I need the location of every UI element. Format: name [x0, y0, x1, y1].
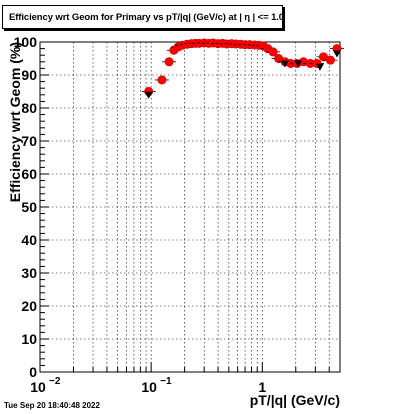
axis-ticks [39, 41, 341, 373]
x-tick-exponent: −2 [49, 376, 61, 387]
y-tick-label: 0 [29, 364, 37, 380]
timestamp-footer: Tue Sep 20 18:40:48 2022 [4, 401, 100, 410]
y-tick-label: 40 [21, 232, 37, 248]
y-tick-label: 60 [21, 166, 37, 182]
data-point [164, 57, 174, 67]
x-axis-label: pT/|q| (GeV/c) [250, 392, 340, 408]
y-tick-label: 30 [21, 265, 37, 281]
data-point [157, 75, 167, 85]
y-tick-label: 100 [14, 34, 38, 50]
grid [40, 42, 341, 372]
y-axis-label: Efficiency wrt Geom (%) [7, 42, 23, 202]
reference-point [280, 60, 289, 68]
data-markers [141, 38, 345, 99]
reference-point [294, 60, 303, 68]
y-tick-label: 80 [21, 100, 37, 116]
chart-title: Efficiency wrt Geom for Primary vs pT/|q… [9, 12, 284, 23]
x-tick-label: 10 [141, 379, 157, 395]
y-tick-label: 20 [21, 298, 37, 314]
reference-point [333, 50, 342, 58]
x-tick-exponent: −1 [160, 376, 172, 387]
y-tick-label: 90 [21, 67, 37, 83]
y-tick-label: 70 [21, 133, 37, 149]
y-tick-label: 10 [21, 331, 37, 347]
data-point [268, 47, 278, 57]
data-point [325, 55, 335, 65]
reference-point [144, 91, 153, 99]
reference-point [315, 63, 324, 71]
chart-title-box: Efficiency wrt Geom for Primary vs pT/|q… [2, 5, 284, 29]
x-tick-label: 10 [30, 379, 46, 395]
x-tick-label: 1 [258, 379, 266, 395]
y-tick-label: 50 [21, 199, 37, 215]
